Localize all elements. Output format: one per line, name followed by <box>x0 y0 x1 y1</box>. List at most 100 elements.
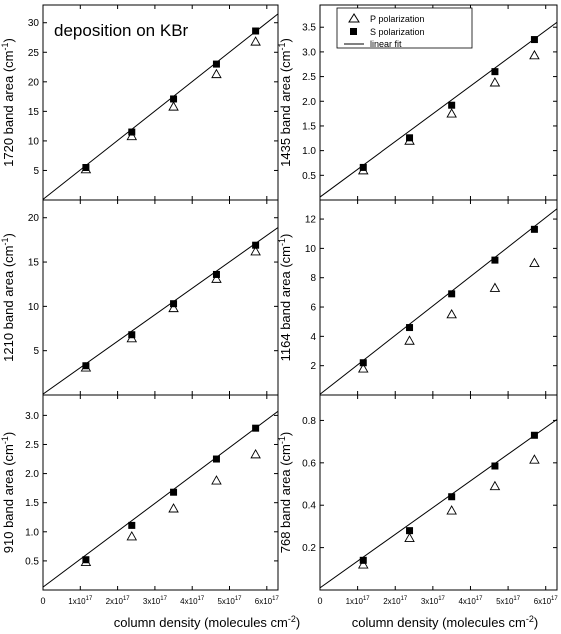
legend: P polarization S polarization linear fit <box>336 7 473 49</box>
y-tick-label: 1.5 <box>25 498 39 509</box>
p-polarization-point <box>529 454 540 464</box>
linear-fit-line <box>43 227 278 395</box>
y-tick-label: 1.0 <box>25 527 39 538</box>
p-polarization-point <box>250 36 261 46</box>
y-axis-label-sup: -1 <box>0 436 10 444</box>
s-polarization-point <box>82 362 90 370</box>
x-tick-exponent: 17 <box>513 596 520 602</box>
s-polarization-point <box>530 431 538 439</box>
y-tick-label: 3.0 <box>25 411 39 422</box>
x-tick-exponent: 17 <box>438 596 445 602</box>
x-tick-label: 3x1017 <box>143 596 168 606</box>
x-tick-exponent: 17 <box>272 596 279 602</box>
y-tick-label: 3.0 <box>302 47 316 58</box>
s-polarization-point <box>82 164 90 171</box>
p-polarization-point <box>126 130 138 141</box>
legend-open-triangle-marker <box>348 13 360 23</box>
s-polarization-point <box>212 270 220 278</box>
p-polarization-point <box>126 531 138 541</box>
s-polarization-point <box>406 324 414 332</box>
s-polarization-point <box>491 256 499 264</box>
s-polarization-point <box>212 455 220 463</box>
y-tick-label: 0.2 <box>302 543 316 554</box>
x-tick-mantissa: 4x10 <box>458 597 476 606</box>
linear-fit-line <box>320 418 557 589</box>
panel-middle-right: 2 4 6 8 10 12 1164 band area (cm-1) <box>277 199 558 396</box>
y-tick-label: 6 <box>310 303 316 314</box>
y-axis-label-sup: -1 <box>277 238 287 246</box>
y-axis-label-close: ) <box>278 432 293 436</box>
p-polarization-point <box>250 245 261 256</box>
x-tick-mantissa: 3x10 <box>421 597 439 606</box>
p-polarization-point <box>168 101 179 111</box>
s-polarization-point <box>252 27 260 35</box>
y-axis-label: 1210 band area (cm-1) <box>0 233 16 362</box>
x-tick-exponent: 17 <box>123 596 130 602</box>
y-axis-label-text: 1720 band area (cm <box>1 51 16 167</box>
p-polarization-point <box>529 257 540 267</box>
x-tick-label: 4x1017 <box>458 596 483 606</box>
s-polarization-point <box>252 241 260 249</box>
p-polarization-point <box>357 363 369 373</box>
p-polarization-point <box>211 273 222 283</box>
x-tick-exponent: 17 <box>401 596 408 602</box>
x-tick-label: 2x1017 <box>106 596 131 606</box>
linear-fit-line <box>43 410 278 588</box>
x-tick-mantissa: 3x10 <box>143 597 161 606</box>
s-polarization-point <box>359 556 367 564</box>
y-tick-label: 0.4 <box>302 501 316 512</box>
s-polarization-point <box>406 527 414 535</box>
p-polarization-point <box>404 532 415 543</box>
x-tick-exponent: 17 <box>235 596 242 602</box>
y-axis-label: 1435 band area (cm-1) <box>277 38 293 167</box>
p-polarization-point <box>211 68 222 79</box>
y-axis-label-text: 910 band area (cm <box>1 444 16 553</box>
x-axis-label-left-sup: -2 <box>288 614 296 624</box>
y-tick-label: 0.5 <box>25 556 39 567</box>
s-polarization-point <box>128 128 136 136</box>
s-polarization-point <box>448 493 456 501</box>
x-tick-mantissa: 6x10 <box>255 597 273 606</box>
x-zero-label: 0 <box>40 596 45 606</box>
x-axis-label-left-text: column density (molecules cm <box>114 615 288 630</box>
x-tick-label: 3x1017 <box>421 596 446 606</box>
y-axis-label-sup: -1 <box>0 237 10 245</box>
y-axis-label: 1164 band area (cm-1) <box>277 234 293 362</box>
y-axis-label-close: ) <box>1 38 16 42</box>
x-tick-exponent: 17 <box>476 596 483 602</box>
p-polarization-point <box>168 503 179 513</box>
p-polarization-point <box>446 505 457 515</box>
x-tick-exponent: 17 <box>198 596 205 602</box>
x-tick-exponent: 17 <box>363 596 370 602</box>
y-tick-label: 4 <box>310 332 316 343</box>
s-polarization-point <box>128 331 136 339</box>
y-tick-label: 2.5 <box>302 72 316 83</box>
x-tick-mantissa: 4x10 <box>180 597 198 606</box>
y-tick-label: 30 <box>28 18 40 29</box>
s-polarization-point <box>212 60 220 68</box>
y-axis-label: 910 band area (cm-1) <box>0 432 16 553</box>
x-zero-label: 0 <box>317 596 322 606</box>
y-axis-label-close: ) <box>278 234 293 238</box>
x-tick-mantissa: 5x10 <box>217 597 235 606</box>
x-tick-exponent: 17 <box>160 596 167 602</box>
legend-s-label: S polarization <box>370 27 425 37</box>
y-tick-label: 0.6 <box>302 458 316 469</box>
x-tick-mantissa: 6x10 <box>534 597 552 606</box>
y-axis-label-sup: -1 <box>277 42 287 50</box>
x-tick-mantissa: 2x10 <box>106 597 124 606</box>
p-polarization-point <box>211 475 222 485</box>
y-tick-label: 10 <box>305 244 317 255</box>
s-polarization-point <box>128 521 136 529</box>
x-tick-exponent: 17 <box>551 596 558 602</box>
s-polarization-point <box>359 163 367 171</box>
annotation-text: deposition on KBr <box>54 21 189 40</box>
y-tick-label: 5 <box>33 166 39 177</box>
panel-middle-left: 5 10 15 20 1210 band area (cm-1) <box>0 199 279 396</box>
y-axis-label-sup: -1 <box>277 436 287 444</box>
y-axis-label-text: 768 band area (cm <box>278 444 293 553</box>
p-polarization-point <box>489 77 501 87</box>
p-polarization-point <box>168 302 179 313</box>
